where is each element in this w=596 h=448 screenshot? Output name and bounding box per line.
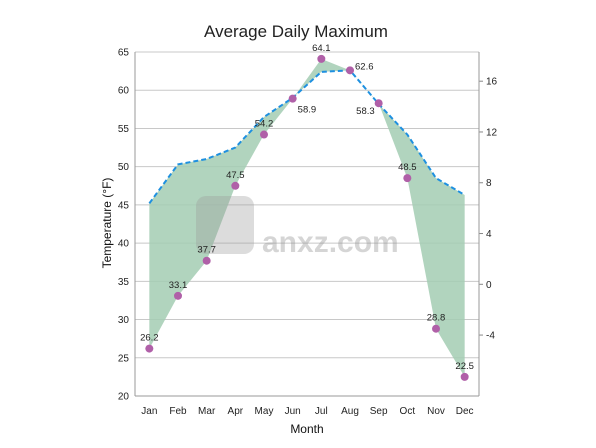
x-tick-label: Jun [285,406,301,417]
y-tick-label: 35 [118,277,130,288]
data-label: 37.7 [197,245,216,256]
y2-tick-label: -4 [486,331,495,342]
data-label: 47.5 [226,170,245,181]
data-point [346,66,354,75]
y-tick-label: 25 [118,353,130,364]
y-tick-label: 20 [118,392,130,403]
watermark-text: anxz.com [262,226,399,259]
data-label: 62.6 [355,61,374,72]
y2-tick-label: 12 [486,127,498,138]
x-tick-label: Jul [315,406,328,417]
data-label: 33.1 [169,280,188,291]
data-point [317,54,326,63]
point-layer: 26.2 33.1 37.7 47.5 54.2 58.9 64.1 62.6 58.3 48.5… [140,43,474,381]
data-label: 58.3 [356,106,375,117]
data-label: 26.2 [140,333,159,344]
line-layer [148,69,466,204]
y2-tick-label: 0 [486,280,492,291]
data-point [202,256,211,265]
data-point [174,291,182,300]
watermark-badge [196,196,254,254]
x-tick-label: Feb [169,406,187,417]
fill-layer [149,58,465,377]
x-axis-label: Month [290,422,323,436]
data-label: 22.5 [455,361,474,372]
x-tick-label: Jan [141,406,157,417]
x-tick-label: Mar [198,406,216,417]
x-tick-label: Oct [400,406,416,417]
data-point [145,344,154,353]
data-point [288,94,297,103]
x-tick-label: Sep [370,406,388,417]
y-tick-label: 40 [118,239,130,250]
dashed-series-line [148,69,466,204]
watermark-logo: anxz.com [196,196,399,259]
data-label: 54.2 [255,119,274,130]
y-tick-label: 30 [118,315,130,326]
chart-title: Average Daily Maximum [204,22,388,41]
x-tick-label: Dec [456,406,474,417]
data-label: 48.5 [398,162,417,173]
data-point [460,372,469,381]
y-tick-label: 50 [118,162,130,173]
range-fill [149,58,465,377]
data-point [231,181,240,190]
y-tick-label: 60 [118,86,130,97]
x-tick-label: Nov [427,406,445,417]
data-point [374,99,383,108]
data-label: 58.9 [298,105,317,116]
y2-tick-label: 16 [486,77,498,88]
data-point [403,174,412,183]
data-label: 28.8 [427,313,446,324]
y-axis-label: Temperature (°F) [100,178,114,269]
x-tick-label: May [255,406,274,417]
data-point [260,130,268,139]
y-tick-label: 55 [118,124,130,135]
y2-tick-label: 4 [486,229,492,240]
data-point [432,324,440,333]
y-tick-label: 65 [118,48,130,59]
x-tick-label: Apr [228,406,244,417]
x-tick-label: Aug [341,406,359,417]
y2-tick-label: 8 [486,178,492,189]
watermark: anxz.com [196,196,399,259]
axis-layer: 20 25 30 35 40 45 50 55 60 65 -4 0 4 8 12 16 Jan Feb Mar Ap… [118,48,498,418]
y-tick-label: 45 [118,200,130,211]
data-label: 64.1 [312,43,331,54]
